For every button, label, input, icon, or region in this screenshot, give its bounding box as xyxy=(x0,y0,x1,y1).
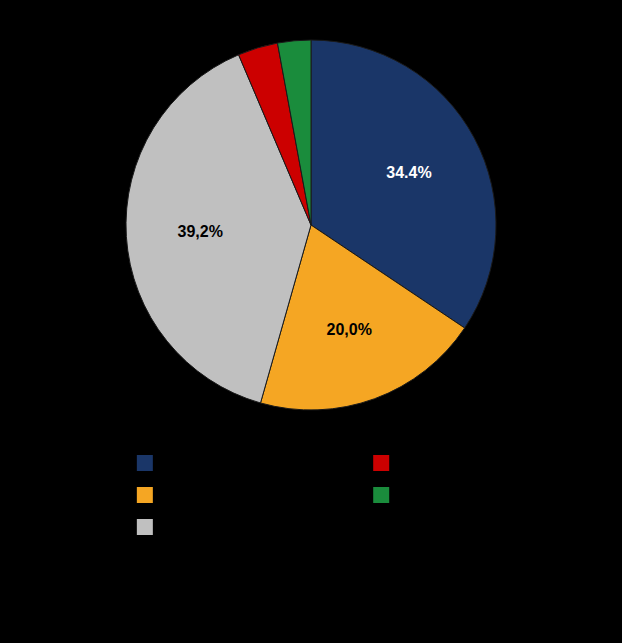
pie-labels: 34.4% 20,0% 39,2% xyxy=(178,164,432,337)
legend-swatch xyxy=(137,519,153,535)
legend-swatch xyxy=(373,455,389,471)
legend-swatch xyxy=(373,487,389,503)
pie-slices xyxy=(126,40,496,410)
legend-swatch xyxy=(137,487,153,503)
background xyxy=(0,0,622,643)
legend xyxy=(137,455,389,535)
chart-container: 34.4% 20,0% 39,2% xyxy=(0,0,622,643)
chart-svg: 34.4% 20,0% 39,2% xyxy=(0,0,622,643)
data-label: 20,0% xyxy=(327,321,372,338)
legend-swatch xyxy=(137,455,153,471)
data-label: 39,2% xyxy=(178,223,223,240)
pie-slice xyxy=(277,40,311,225)
data-label: 34.4% xyxy=(386,164,431,181)
